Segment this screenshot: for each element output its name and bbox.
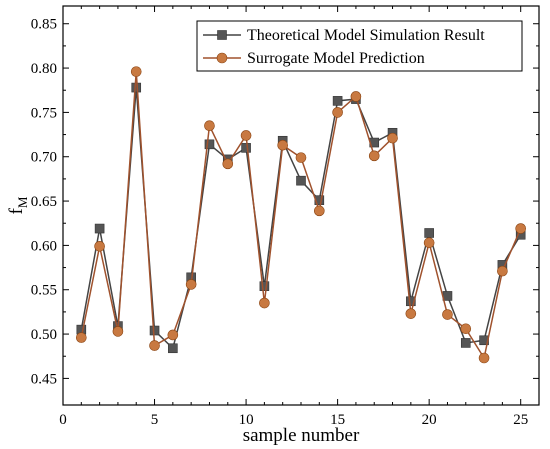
plot-marks xyxy=(76,66,526,364)
series-1 xyxy=(76,82,526,354)
data-point-circle xyxy=(350,91,362,102)
data-point-circle xyxy=(240,130,252,141)
y-tick-label: 0.85 xyxy=(31,17,57,33)
legend-box xyxy=(196,20,523,72)
legend-marker-circle xyxy=(216,52,228,64)
data-point-square xyxy=(204,139,215,150)
data-point-circle xyxy=(478,352,490,364)
data-point-circle xyxy=(423,237,435,249)
data-point-square xyxy=(332,96,343,106)
y-tick-label: 0.65 xyxy=(31,194,57,210)
y-tick-label: 0.80 xyxy=(31,61,57,77)
data-point-square xyxy=(296,175,306,186)
data-point-circle xyxy=(94,240,105,252)
data-point-circle xyxy=(167,329,179,341)
y-axis-label-main: f xyxy=(6,207,27,214)
data-point-circle xyxy=(332,107,343,118)
y-axis-label: fM xyxy=(6,196,30,214)
data-point-circle xyxy=(277,139,288,151)
data-point-square xyxy=(406,296,416,307)
y-axis-label-subscript: M xyxy=(15,196,30,208)
legend-item-2: Surrogate Model Prediction xyxy=(203,50,425,67)
data-point-square xyxy=(168,343,178,354)
data-point-circle xyxy=(515,223,526,234)
x-tick-label: 5 xyxy=(151,412,159,428)
axis-ticks: 0 5 10 15 20 25 0.45 0.50 0.55 0.60 0.65 0.70 0.75 0.… xyxy=(31,6,540,428)
data-point-circle xyxy=(130,66,142,77)
y-tick-label: 0.70 xyxy=(31,150,57,166)
x-tick-label: 20 xyxy=(422,412,437,428)
data-point-square xyxy=(460,338,471,348)
series-line xyxy=(80,87,522,350)
data-point-circle xyxy=(460,323,472,335)
data-point-circle xyxy=(442,309,453,320)
series-2 xyxy=(76,66,526,364)
legend: Theoretical Model Simulation Result Surro… xyxy=(196,20,523,72)
data-point-circle xyxy=(295,152,307,163)
y-tick-label: 0.45 xyxy=(31,371,57,387)
data-point-circle xyxy=(368,150,380,162)
data-point-square xyxy=(94,223,105,234)
data-point-square xyxy=(424,228,434,238)
y-tick-label: 0.60 xyxy=(31,238,57,254)
data-point-circle xyxy=(222,158,234,170)
data-point-circle xyxy=(112,326,124,337)
y-tick-label: 0.75 xyxy=(31,105,57,121)
data-point-square xyxy=(314,195,325,205)
legend-item-1: Theoretical Model Simulation Result xyxy=(203,27,485,44)
y-tick-label: 0.55 xyxy=(31,283,57,299)
data-point-circle xyxy=(497,265,508,277)
data-point-circle xyxy=(185,279,197,290)
data-point-circle xyxy=(314,205,325,217)
data-point-square xyxy=(259,281,270,291)
legend-items: Theoretical Model Simulation Result Surro… xyxy=(203,27,485,67)
x-axis-label: sample number xyxy=(243,425,360,446)
data-point-square xyxy=(131,82,142,93)
data-point-circle xyxy=(76,332,87,343)
data-point-circle xyxy=(387,132,398,144)
data-point-square xyxy=(241,143,251,153)
x-tick-label: 15 xyxy=(330,412,345,428)
data-point-square xyxy=(442,291,453,301)
data-point-circle xyxy=(259,297,270,309)
x-tick-label: 10 xyxy=(239,412,254,428)
legend-marker-square xyxy=(217,30,227,40)
legend-label: Theoretical Model Simulation Result xyxy=(247,27,485,44)
x-tick-label: 25 xyxy=(513,412,528,428)
data-point-circle xyxy=(149,340,160,351)
data-point-circle xyxy=(405,308,417,319)
data-point-square xyxy=(149,325,160,336)
x-tick-label: 0 xyxy=(59,412,67,428)
y-tick-label: 0.50 xyxy=(31,327,57,343)
legend-label: Surrogate Model Prediction xyxy=(247,50,425,67)
data-point-circle xyxy=(204,120,215,131)
